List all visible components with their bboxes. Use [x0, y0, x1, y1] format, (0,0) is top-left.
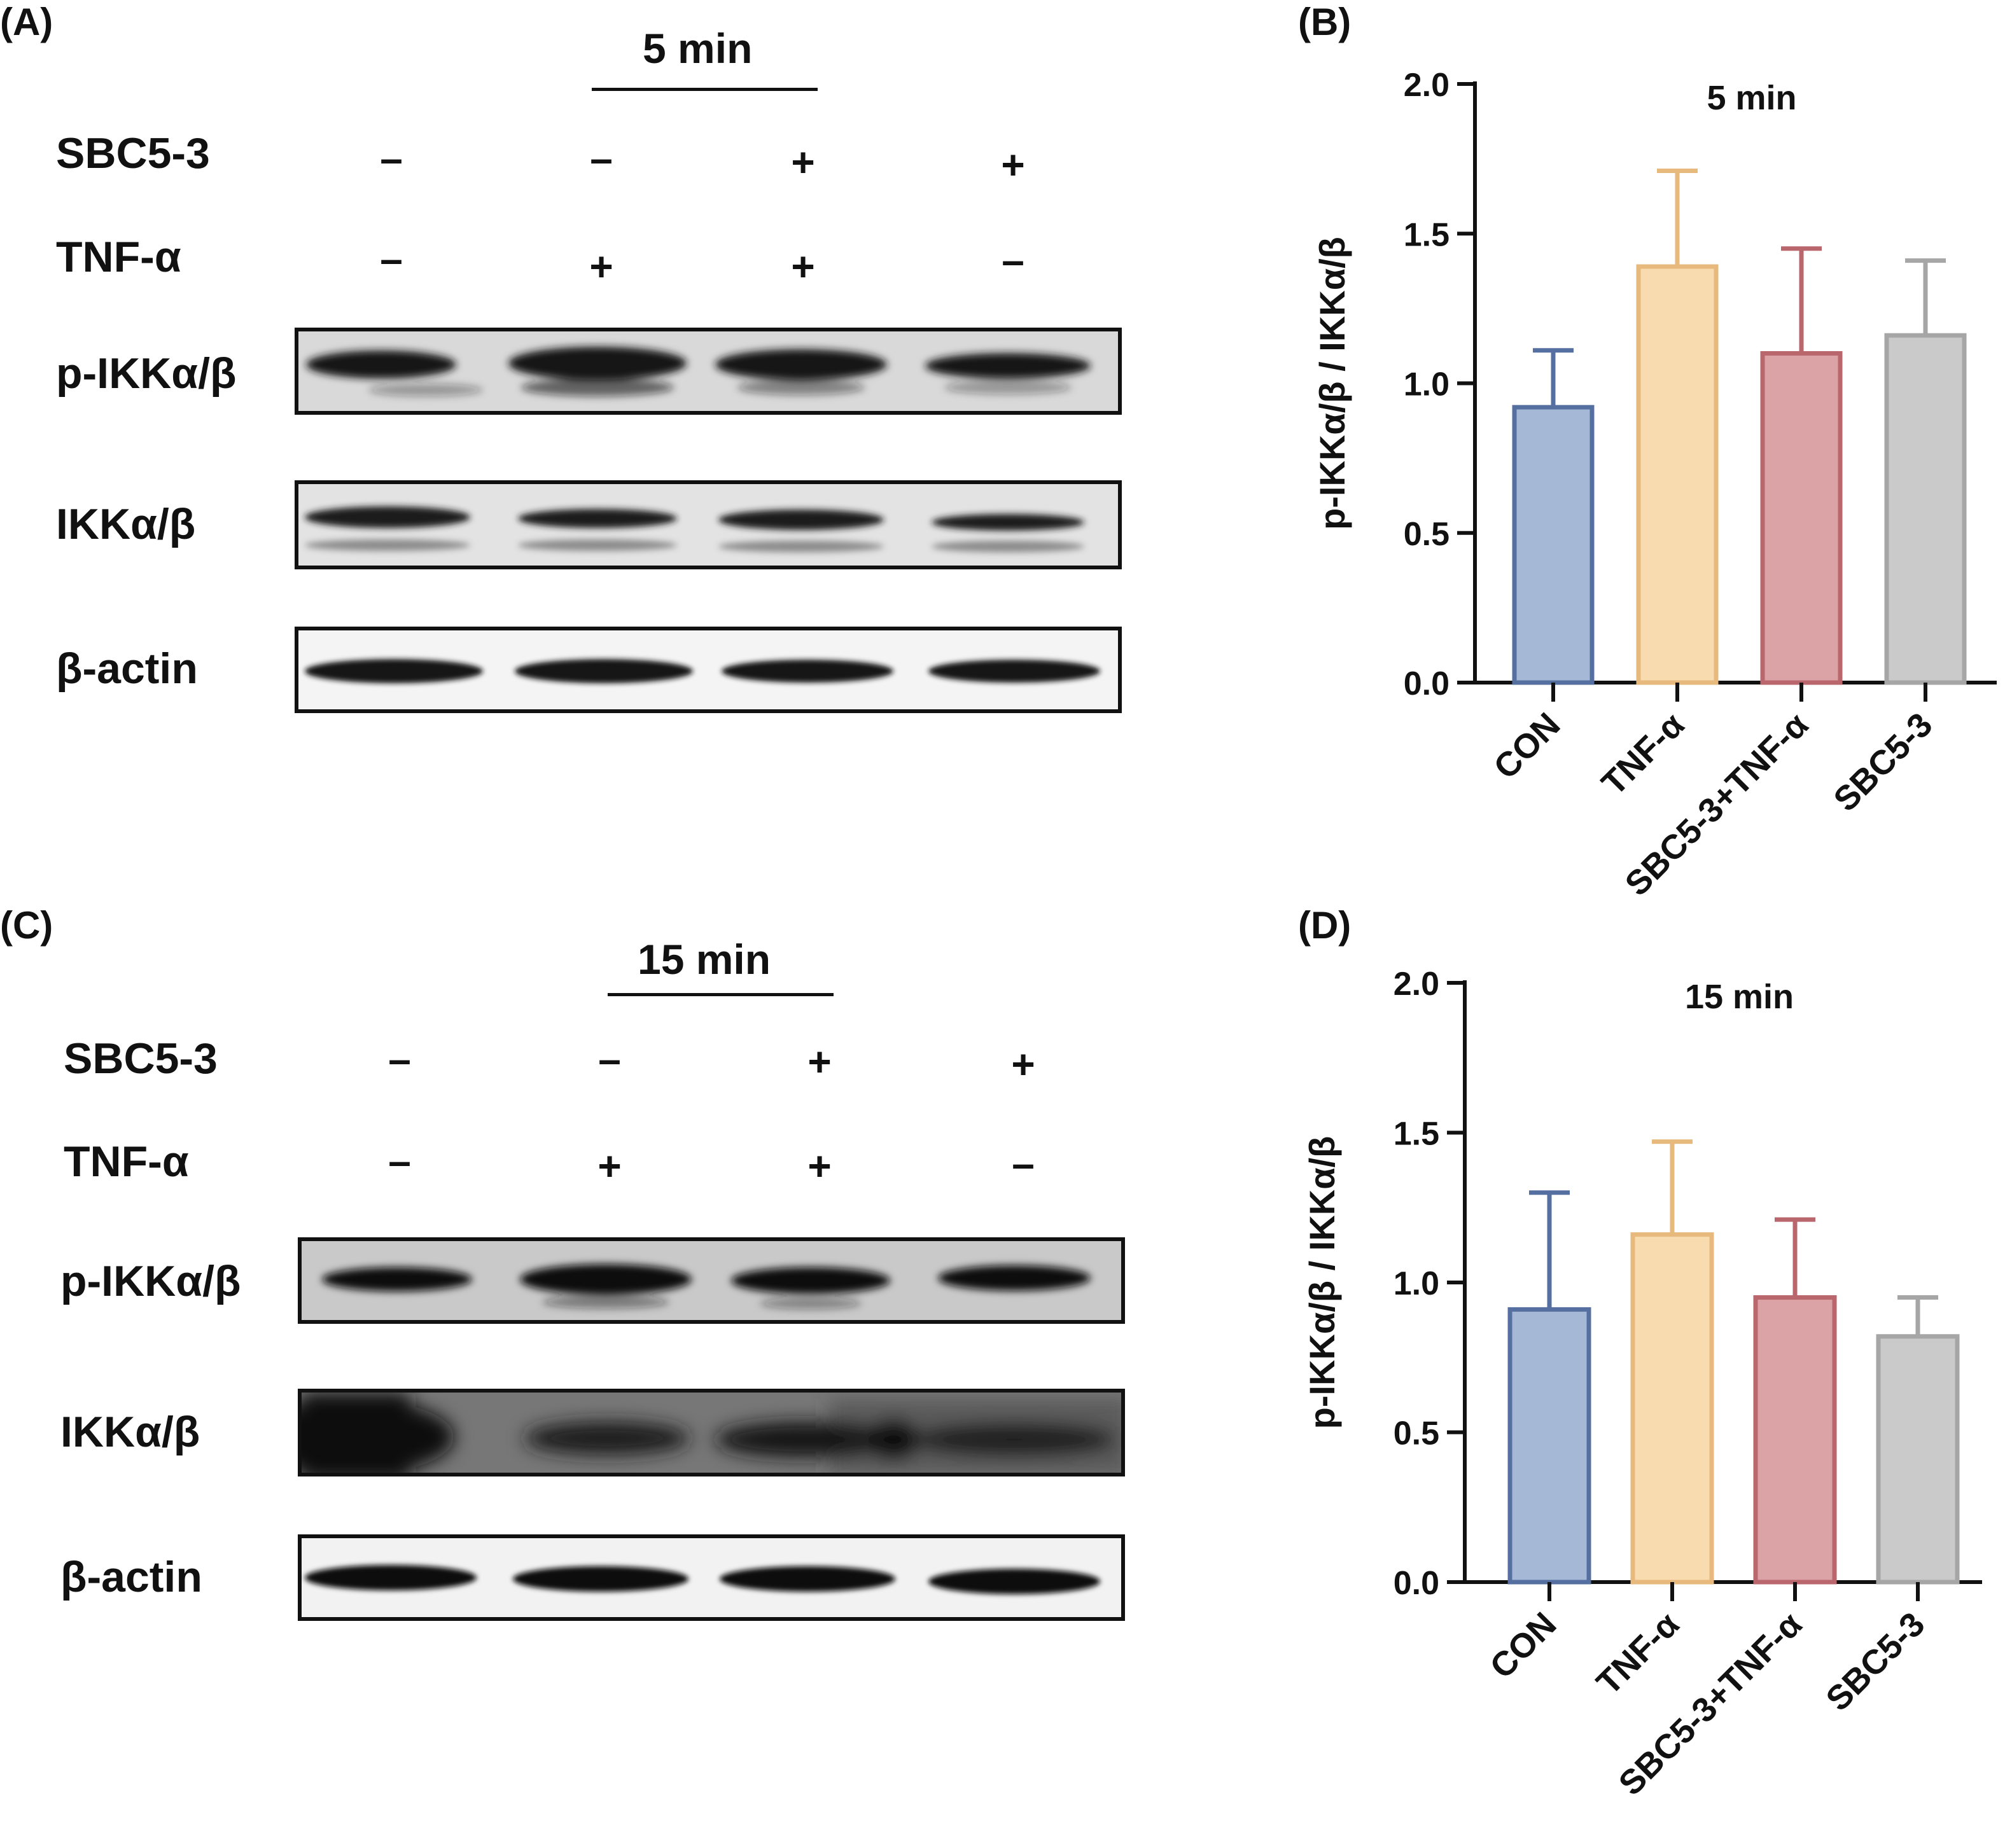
blot-p-ikk-c — [298, 1237, 1125, 1324]
y-tick-label-d: 2.0 — [1394, 966, 1439, 1003]
sign-a-tnf-4: – — [1002, 237, 1024, 283]
blot-ikk-c — [298, 1389, 1125, 1476]
sign-c-sbc-3: + — [807, 1039, 832, 1085]
sign-c-sbc-2: – — [598, 1036, 621, 1082]
x-tick-label-d: SBC5-3 — [1819, 1605, 1932, 1718]
panel-label-c: (C) — [0, 904, 53, 947]
y-axis-label-b: p-IKKα/β / IKKα/β — [1312, 237, 1352, 530]
sign-a-tnf-1: – — [380, 236, 403, 282]
chart-title-d: 15 min — [1685, 978, 1794, 1016]
panel-label-a: (A) — [0, 1, 53, 43]
time-bracket-a — [592, 88, 818, 91]
bar-b — [1512, 405, 1595, 685]
blot-actin-a — [295, 627, 1122, 713]
sign-a-tnf-3: + — [791, 244, 815, 289]
treatment-label-sbc5-3-c: SBC5-3 — [64, 1034, 218, 1083]
panel-label-d: (D) — [1298, 904, 1352, 947]
bar-d — [1876, 1334, 1960, 1585]
x-tick-label-d: CON — [1483, 1605, 1563, 1686]
sign-c-sbc-1: – — [388, 1036, 411, 1082]
blot-label-p-ikk-c: p-IKKα/β — [60, 1257, 241, 1305]
bar-d — [1753, 1295, 1837, 1585]
treatment-label-sbc5-3-a: SBC5-3 — [56, 129, 210, 177]
panel-label-b: (B) — [1298, 1, 1352, 43]
time-title-c: 15 min — [638, 936, 771, 983]
blot-p-ikk-a — [295, 328, 1122, 415]
blot-label-p-ikk-a: p-IKKα/β — [56, 349, 237, 398]
sign-c-tnf-3: + — [807, 1143, 832, 1189]
sign-c-tnf-2: + — [597, 1143, 622, 1189]
blot-ikk-a — [295, 480, 1122, 569]
treatment-label-tnf-c: TNF-α — [64, 1137, 189, 1186]
sign-a-sbc-1: – — [380, 135, 403, 181]
bar-b — [1636, 264, 1719, 685]
chart-title-b: 5 min — [1707, 79, 1796, 117]
blot-label-ikk-c: IKKα/β — [60, 1408, 200, 1456]
treatment-label-tnf-a: TNF-α — [56, 233, 181, 281]
y-tick-label-b: 1.0 — [1404, 366, 1450, 403]
blot-label-ikk-a: IKKα/β — [56, 500, 196, 548]
y-tick-label-b: 2.0 — [1404, 67, 1450, 104]
time-bracket-c — [608, 993, 834, 996]
sign-c-tnf-4: – — [1012, 1141, 1035, 1186]
y-tick-label-d: 1.0 — [1394, 1265, 1439, 1302]
y-tick-label-b: 0.5 — [1404, 516, 1450, 553]
y-tick-label-b: 1.5 — [1404, 216, 1450, 253]
y-axis-label-d: p-IKKα/β / IKKα/β — [1302, 1136, 1342, 1429]
sign-c-tnf-1: – — [388, 1138, 411, 1184]
sign-a-sbc-4: + — [1001, 142, 1025, 188]
y-tick-label-d: 0.5 — [1394, 1415, 1439, 1452]
blot-actin-c — [298, 1534, 1125, 1621]
x-tick-label-d: TNF-α — [1589, 1605, 1687, 1702]
bar-d — [1507, 1307, 1591, 1585]
bar-b — [1760, 351, 1843, 685]
sign-a-sbc-2: – — [590, 135, 613, 181]
bar-d — [1630, 1232, 1714, 1585]
blot-label-actin-c: β-actin — [60, 1553, 202, 1601]
sign-a-sbc-3: + — [791, 139, 815, 185]
sign-c-sbc-4: + — [1011, 1041, 1035, 1087]
time-title-a: 5 min — [643, 25, 753, 72]
y-tick-label-d: 0.0 — [1394, 1565, 1439, 1602]
sign-a-tnf-2: + — [589, 244, 613, 289]
y-tick-label-d: 1.5 — [1394, 1116, 1439, 1153]
blot-label-actin-a: β-actin — [56, 644, 198, 693]
y-tick-label-b: 0.0 — [1404, 665, 1450, 702]
